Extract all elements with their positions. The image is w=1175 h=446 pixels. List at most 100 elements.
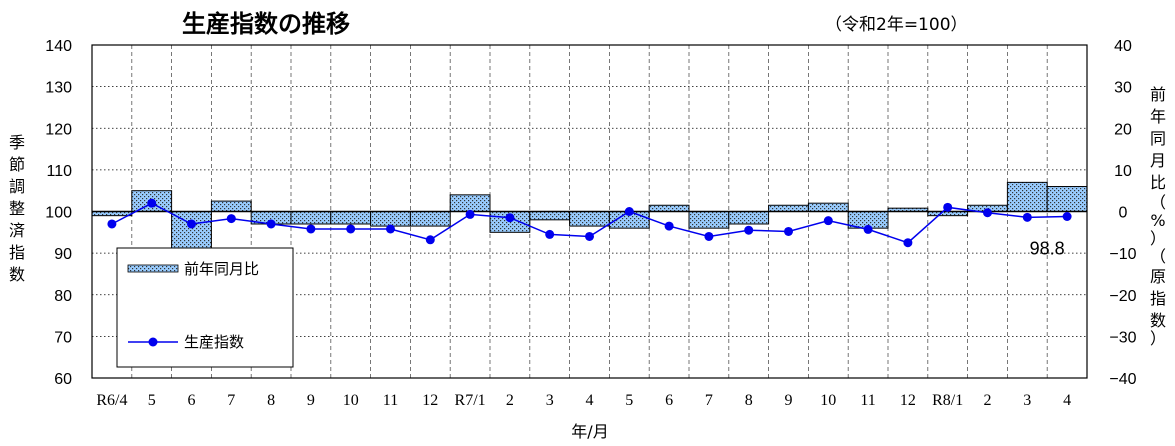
x-tick: 2 xyxy=(984,392,992,409)
line-point xyxy=(226,214,236,224)
line-point xyxy=(465,209,475,219)
x-tick: 10 xyxy=(343,392,359,409)
bar xyxy=(807,202,849,213)
y-axis-right-char: ） xyxy=(1150,229,1166,248)
y-tick-right: 0 xyxy=(1119,205,1128,222)
x-tick: 8 xyxy=(267,392,275,409)
line-point xyxy=(903,238,913,248)
x-tick: 12 xyxy=(900,392,916,409)
y-axis-right-char: 前 xyxy=(1150,85,1166,104)
x-tick: R7/1 xyxy=(455,392,486,409)
x-tick: R6/4 xyxy=(96,392,127,409)
x-tick: 7 xyxy=(705,392,713,409)
y-tick-left: 130 xyxy=(45,80,72,97)
y-axis-right-char: 指 xyxy=(1150,289,1166,308)
line-point xyxy=(505,213,515,223)
y-tick-right: 40 xyxy=(1114,38,1132,55)
line-point xyxy=(266,219,276,229)
y-axis-right-char: % xyxy=(1150,211,1165,230)
y-tick-left: 100 xyxy=(45,205,72,222)
x-tick: 9 xyxy=(785,392,793,409)
y-tick-left: 60 xyxy=(54,371,72,388)
y-tick-left: 120 xyxy=(45,121,72,138)
y-axis-left-char: 数 xyxy=(9,265,25,284)
legend: 前年同月比 生産指数 xyxy=(116,247,294,368)
plot-frame xyxy=(91,44,1088,379)
y-tick-right: −20 xyxy=(1109,288,1136,305)
line-point xyxy=(664,221,674,231)
chart-subtitle: （令和2年=100） xyxy=(825,15,968,35)
bar xyxy=(370,211,411,227)
legend-bar-label: 前年同月比 xyxy=(184,260,259,278)
bar xyxy=(330,211,372,225)
y-axis-right-char: （ xyxy=(1150,247,1166,266)
y-axis-right-label: 前年同月比（%）（原指数） xyxy=(1150,85,1166,348)
bar xyxy=(1046,186,1088,212)
legend-bar-swatch xyxy=(127,264,179,273)
x-tick: 4 xyxy=(586,392,594,409)
bar xyxy=(529,211,571,221)
y-axis-left-ticks: 140 130 120 110 100 90 80 70 60 xyxy=(45,38,72,388)
line-point xyxy=(1022,212,1032,222)
y-axis-right-char: 比 xyxy=(1150,173,1166,192)
legend-line-label: 生産指数 xyxy=(184,333,244,351)
y-tick-right: −40 xyxy=(1109,371,1136,388)
x-tick: 2 xyxy=(506,392,514,409)
y-axis-right-char: 年 xyxy=(1150,107,1166,126)
line-point xyxy=(863,224,873,234)
y-axis-right-char: 同 xyxy=(1150,129,1166,148)
y-tick-left: 90 xyxy=(54,246,72,263)
bar xyxy=(688,211,730,229)
y-axis-right-ticks: 40 30 20 10 0 −10 −20 −30 −40 xyxy=(1109,38,1136,388)
x-tick: 6 xyxy=(188,392,196,409)
line-point xyxy=(823,216,833,226)
bar xyxy=(728,211,770,225)
bar xyxy=(449,194,491,213)
y-tick-left: 140 xyxy=(45,38,72,55)
x-tick: 9 xyxy=(307,392,315,409)
y-axis-left-char: 済 xyxy=(9,221,25,240)
x-tick: 8 xyxy=(745,392,753,409)
y-axis-right-char: 月 xyxy=(1150,151,1166,170)
y-axis-right-char: ） xyxy=(1150,329,1166,348)
x-tick: 11 xyxy=(383,392,398,409)
line-point xyxy=(784,226,793,236)
line-point xyxy=(425,235,435,245)
y-axis-right-char: 数 xyxy=(1150,311,1166,330)
chart-title: 生産指数の推移 xyxy=(182,10,350,38)
bar xyxy=(409,211,451,227)
line-point xyxy=(346,224,356,234)
x-axis-label: 年/月 xyxy=(571,422,608,441)
line-point xyxy=(1062,211,1072,221)
y-tick-right: −30 xyxy=(1109,329,1136,346)
bar xyxy=(210,200,252,212)
y-axis-right-char: 原 xyxy=(1150,267,1166,286)
bar xyxy=(1006,181,1048,213)
y-axis-left-char: 整 xyxy=(9,199,25,218)
bar xyxy=(768,204,809,213)
x-tick: 10 xyxy=(820,392,836,409)
x-tick: 3 xyxy=(546,392,554,409)
line-point xyxy=(744,225,754,235)
x-tick: 6 xyxy=(665,392,673,409)
y-tick-right: 30 xyxy=(1114,80,1132,97)
line-point xyxy=(147,198,157,208)
y-axis-left-char: 指 xyxy=(9,243,25,262)
x-tick: R8/1 xyxy=(932,392,963,409)
x-tick: 12 xyxy=(422,392,438,409)
bar xyxy=(290,211,332,225)
line-point xyxy=(187,219,196,229)
line-series xyxy=(107,198,1072,248)
y-axis-left-char: 節 xyxy=(9,155,25,174)
y-axis-right-char: （ xyxy=(1150,193,1166,212)
x-tick: 4 xyxy=(1063,392,1071,409)
y-tick-left: 80 xyxy=(54,288,72,305)
line-point xyxy=(983,208,992,218)
line-point xyxy=(585,231,594,241)
x-axis-ticks: R6/4 5 6 7 8 9 10 11 12 R7/1 2 3 4 5 6 7 8 9 10 11 12 R8/1 2 3 4 xyxy=(96,392,1071,409)
x-tick: 11 xyxy=(860,392,875,409)
x-tick: 3 xyxy=(1023,392,1031,409)
last-value-annotation: 98.8 xyxy=(1030,238,1065,258)
